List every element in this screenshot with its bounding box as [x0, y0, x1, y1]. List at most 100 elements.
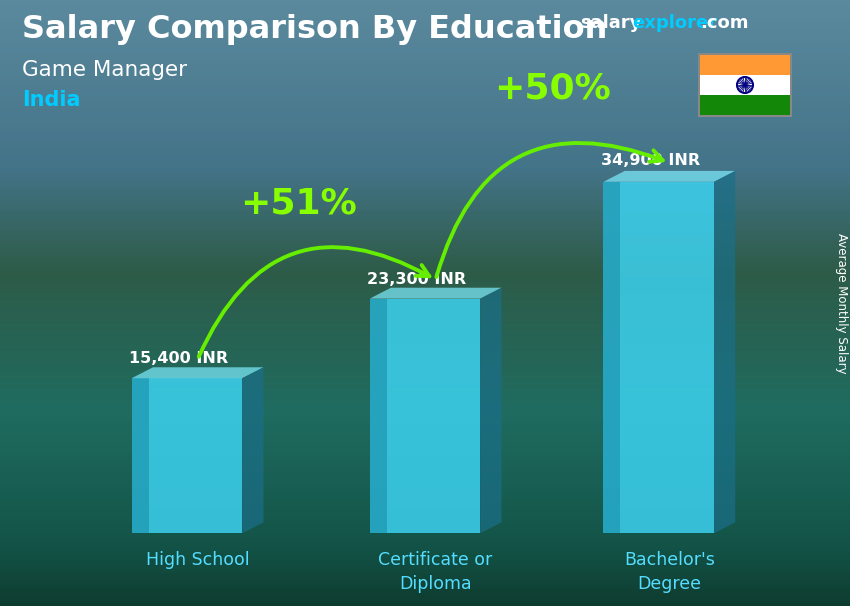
Bar: [0, 439, 850, 442]
Bar: [0, 500, 850, 503]
Bar: [0, 521, 850, 524]
Bar: [0, 433, 850, 436]
Bar: [0, 415, 850, 418]
Bar: [0, 109, 850, 112]
Bar: [0, 321, 850, 324]
Bar: [0, 358, 850, 361]
Text: +51%: +51%: [241, 187, 357, 221]
Bar: [0, 430, 850, 433]
Bar: [0, 330, 850, 333]
Bar: [0, 276, 850, 279]
Bar: [0, 48, 850, 52]
Bar: [0, 30, 850, 33]
Bar: [0, 403, 850, 406]
Bar: [0, 221, 850, 224]
Bar: [0, 227, 850, 230]
Bar: [0, 497, 850, 500]
Bar: [0, 248, 850, 251]
Bar: [0, 55, 850, 58]
Bar: [0, 370, 850, 373]
Bar: [0, 12, 850, 15]
Bar: [0, 554, 850, 558]
Bar: [0, 267, 850, 270]
Bar: [0, 3, 850, 6]
Bar: [0, 300, 850, 303]
Bar: [0, 67, 850, 70]
Bar: [0, 82, 850, 85]
Bar: [0, 391, 850, 394]
Bar: [0, 582, 850, 585]
Bar: [0, 518, 850, 521]
Bar: [0, 333, 850, 336]
Bar: [0, 355, 850, 358]
Polygon shape: [714, 171, 735, 533]
Bar: [0, 570, 850, 573]
Bar: [0, 336, 850, 339]
Bar: [0, 379, 850, 382]
Bar: [0, 294, 850, 297]
Text: 23,300 INR: 23,300 INR: [367, 271, 467, 287]
Bar: [0, 112, 850, 115]
Bar: [0, 573, 850, 576]
Bar: [0, 585, 850, 588]
Bar: [0, 509, 850, 512]
Bar: [0, 73, 850, 76]
Bar: [0, 564, 850, 567]
Bar: [0, 412, 850, 415]
Polygon shape: [370, 288, 502, 299]
Bar: [0, 79, 850, 82]
Bar: [0, 176, 850, 179]
Bar: [0, 351, 850, 355]
Bar: [0, 451, 850, 454]
Bar: [0, 327, 850, 330]
Bar: [370, 299, 387, 533]
Bar: [0, 18, 850, 21]
Bar: [0, 473, 850, 476]
Bar: [0, 318, 850, 321]
Bar: [0, 306, 850, 309]
Bar: [0, 597, 850, 600]
Bar: [0, 173, 850, 176]
Bar: [0, 464, 850, 467]
Bar: [0, 382, 850, 385]
Bar: [0, 279, 850, 282]
Bar: [0, 288, 850, 291]
Bar: [698, 53, 792, 117]
Text: 15,400 INR: 15,400 INR: [129, 351, 229, 366]
Bar: [0, 461, 850, 464]
Bar: [0, 206, 850, 209]
Bar: [0, 309, 850, 312]
Bar: [0, 9, 850, 12]
Bar: [0, 24, 850, 27]
Bar: [0, 285, 850, 288]
Bar: [0, 94, 850, 97]
Bar: [0, 245, 850, 248]
Bar: [0, 212, 850, 215]
Bar: [0, 58, 850, 61]
Bar: [0, 406, 850, 409]
Bar: [0, 385, 850, 388]
Polygon shape: [480, 288, 501, 533]
Text: Bachelor's
Degree: Bachelor's Degree: [624, 551, 715, 593]
Bar: [0, 182, 850, 185]
Bar: [0, 179, 850, 182]
Text: 34,900 INR: 34,900 INR: [601, 153, 700, 168]
Bar: [0, 218, 850, 221]
Bar: [0, 142, 850, 145]
Bar: [0, 312, 850, 315]
Bar: [0, 527, 850, 530]
Bar: [0, 397, 850, 400]
Bar: [132, 378, 242, 533]
Bar: [0, 424, 850, 427]
Bar: [0, 97, 850, 100]
Bar: [0, 476, 850, 479]
Bar: [604, 182, 620, 533]
Text: High School: High School: [146, 551, 249, 569]
Bar: [0, 400, 850, 403]
Bar: [0, 164, 850, 167]
Bar: [0, 536, 850, 539]
Bar: [0, 209, 850, 212]
Bar: [0, 588, 850, 591]
Bar: [0, 185, 850, 188]
Bar: [0, 158, 850, 161]
